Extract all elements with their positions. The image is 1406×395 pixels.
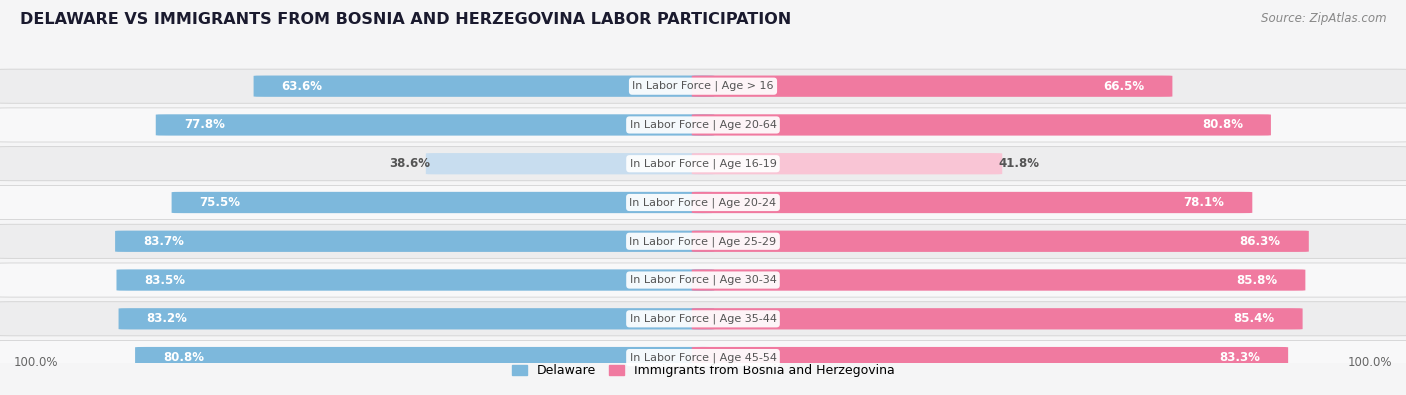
Text: In Labor Force | Age 16-19: In Labor Force | Age 16-19: [630, 158, 776, 169]
FancyBboxPatch shape: [253, 75, 714, 97]
FancyBboxPatch shape: [0, 224, 1406, 258]
Text: Source: ZipAtlas.com: Source: ZipAtlas.com: [1261, 12, 1386, 25]
Text: 77.8%: 77.8%: [184, 118, 225, 132]
Text: In Labor Force | Age 30-34: In Labor Force | Age 30-34: [630, 275, 776, 285]
Text: 75.5%: 75.5%: [200, 196, 240, 209]
FancyBboxPatch shape: [692, 114, 1271, 135]
Text: 83.5%: 83.5%: [145, 274, 186, 286]
FancyBboxPatch shape: [692, 347, 1288, 368]
FancyBboxPatch shape: [692, 231, 1309, 252]
FancyBboxPatch shape: [118, 308, 714, 329]
FancyBboxPatch shape: [0, 263, 1406, 297]
FancyBboxPatch shape: [0, 69, 1406, 103]
Text: In Labor Force | Age 25-29: In Labor Force | Age 25-29: [630, 236, 776, 246]
Text: 100.0%: 100.0%: [14, 356, 59, 369]
Text: In Labor Force | Age 20-24: In Labor Force | Age 20-24: [630, 197, 776, 208]
FancyBboxPatch shape: [0, 147, 1406, 181]
Text: In Labor Force | Age > 16: In Labor Force | Age > 16: [633, 81, 773, 91]
FancyBboxPatch shape: [692, 75, 1173, 97]
FancyBboxPatch shape: [692, 153, 1002, 174]
FancyBboxPatch shape: [0, 302, 1406, 336]
Text: 78.1%: 78.1%: [1184, 196, 1225, 209]
Text: 80.8%: 80.8%: [1202, 118, 1243, 132]
FancyBboxPatch shape: [692, 269, 1305, 291]
FancyBboxPatch shape: [692, 192, 1253, 213]
Text: 85.4%: 85.4%: [1233, 312, 1274, 325]
Text: In Labor Force | Age 35-44: In Labor Force | Age 35-44: [630, 314, 776, 324]
Text: 38.6%: 38.6%: [389, 157, 430, 170]
FancyBboxPatch shape: [0, 108, 1406, 142]
Text: 100.0%: 100.0%: [1347, 356, 1392, 369]
FancyBboxPatch shape: [0, 340, 1406, 374]
Text: In Labor Force | Age 45-54: In Labor Force | Age 45-54: [630, 352, 776, 363]
FancyBboxPatch shape: [156, 114, 714, 135]
FancyBboxPatch shape: [135, 347, 714, 368]
Text: 86.3%: 86.3%: [1240, 235, 1281, 248]
Text: 66.5%: 66.5%: [1104, 80, 1144, 93]
FancyBboxPatch shape: [692, 308, 1302, 329]
Text: 83.3%: 83.3%: [1219, 351, 1260, 364]
Text: 63.6%: 63.6%: [281, 80, 323, 93]
Text: In Labor Force | Age 20-64: In Labor Force | Age 20-64: [630, 120, 776, 130]
FancyBboxPatch shape: [117, 269, 714, 291]
FancyBboxPatch shape: [115, 231, 714, 252]
Text: 85.8%: 85.8%: [1236, 274, 1277, 286]
Text: 80.8%: 80.8%: [163, 351, 204, 364]
Legend: Delaware, Immigrants from Bosnia and Herzegovina: Delaware, Immigrants from Bosnia and Her…: [506, 359, 900, 382]
FancyBboxPatch shape: [0, 185, 1406, 220]
Text: 83.7%: 83.7%: [143, 235, 184, 248]
Text: DELAWARE VS IMMIGRANTS FROM BOSNIA AND HERZEGOVINA LABOR PARTICIPATION: DELAWARE VS IMMIGRANTS FROM BOSNIA AND H…: [20, 12, 792, 27]
Text: 83.2%: 83.2%: [146, 312, 187, 325]
FancyBboxPatch shape: [172, 192, 714, 213]
Text: 41.8%: 41.8%: [998, 157, 1039, 170]
FancyBboxPatch shape: [426, 153, 714, 174]
